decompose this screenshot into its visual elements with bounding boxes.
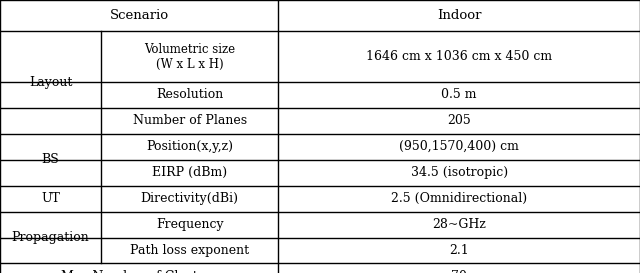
Text: UT: UT — [41, 192, 60, 205]
Text: 2.1: 2.1 — [449, 244, 469, 257]
Text: 0.5 m: 0.5 m — [442, 88, 477, 101]
Text: 70: 70 — [451, 270, 467, 273]
Text: 205: 205 — [447, 114, 471, 127]
Text: Position(x,y,z): Position(x,y,z) — [147, 140, 233, 153]
Text: Propagation: Propagation — [12, 231, 90, 244]
Text: 28~GHz: 28~GHz — [432, 218, 486, 231]
Text: BS: BS — [42, 153, 60, 166]
Text: 2.5 (Omnidirectional): 2.5 (Omnidirectional) — [391, 192, 527, 205]
Text: (950,1570,400) cm: (950,1570,400) cm — [399, 140, 519, 153]
Text: Layout: Layout — [29, 76, 72, 89]
Text: Max Number of Clusters: Max Number of Clusters — [61, 270, 218, 273]
Text: Scenario: Scenario — [109, 9, 169, 22]
Text: 1646 cm x 1036 cm x 450 cm: 1646 cm x 1036 cm x 450 cm — [366, 50, 552, 63]
Text: Indoor: Indoor — [437, 9, 481, 22]
Text: Frequency: Frequency — [156, 218, 223, 231]
Text: Directivity(dBi): Directivity(dBi) — [141, 192, 239, 205]
Text: Volumetric size
(W x L x H): Volumetric size (W x L x H) — [144, 43, 236, 71]
Text: Resolution: Resolution — [156, 88, 223, 101]
Text: EIRP (dBm): EIRP (dBm) — [152, 166, 227, 179]
Text: Path loss exponent: Path loss exponent — [130, 244, 250, 257]
Text: 34.5 (isotropic): 34.5 (isotropic) — [411, 166, 508, 179]
Text: Number of Planes: Number of Planes — [132, 114, 247, 127]
